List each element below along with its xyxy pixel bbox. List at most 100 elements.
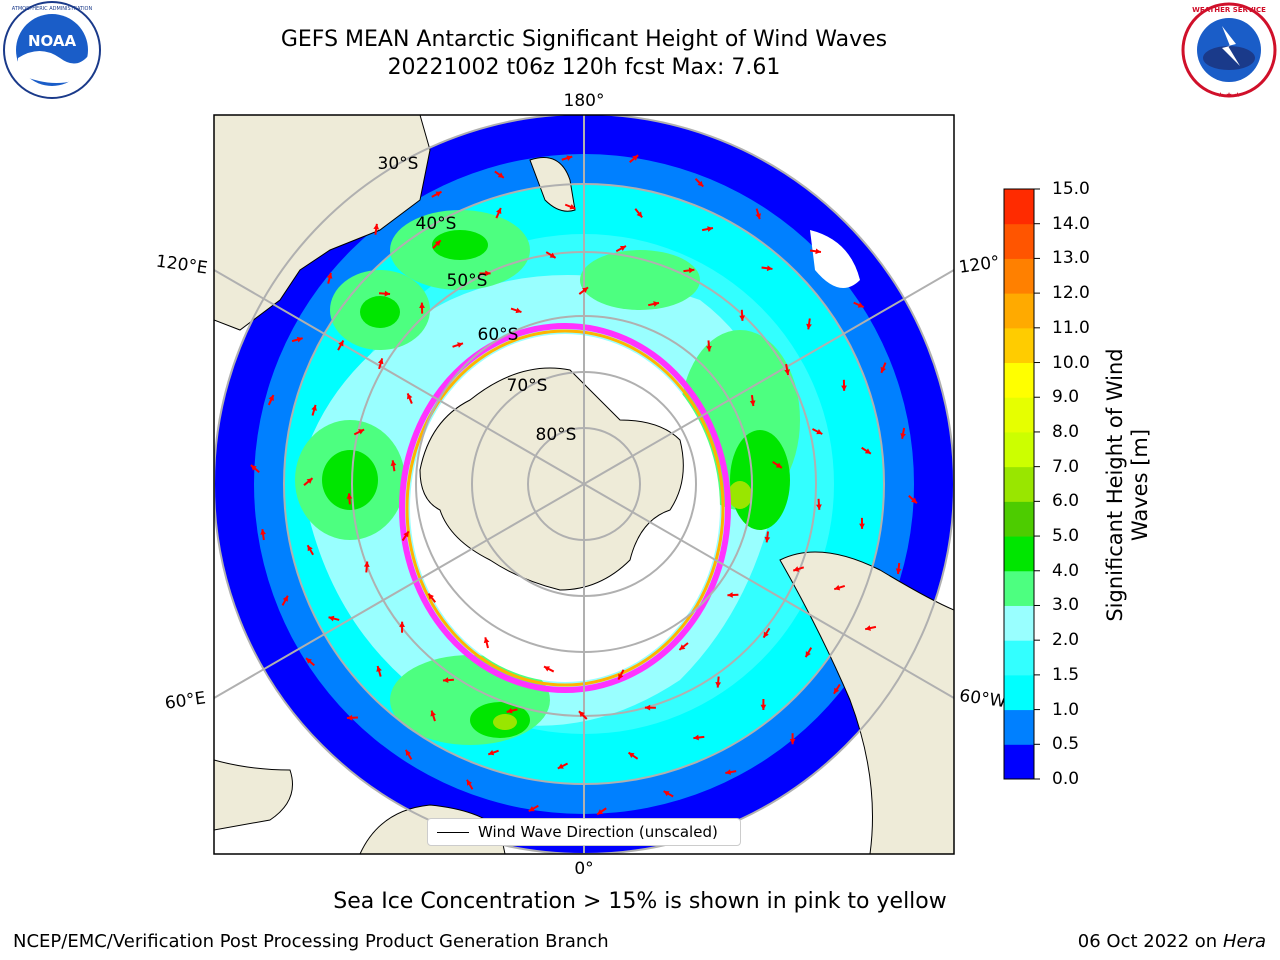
wave-arrow-head — [373, 223, 380, 230]
wave-arrow-head — [833, 687, 840, 694]
wave-arrow-head — [693, 734, 699, 741]
wave-arrow-head — [363, 561, 370, 567]
wave-arrow-head — [250, 465, 257, 471]
wave-arrow-head — [805, 651, 811, 658]
wave-arrow-head — [697, 180, 704, 187]
colorbar-tick-label: 9.0 — [1052, 387, 1080, 408]
wave-arrow-head — [865, 625, 871, 631]
wave-arrow-head — [784, 369, 790, 375]
wave-arrow-head — [766, 265, 773, 272]
footer-host: Hera — [1222, 931, 1266, 952]
wave-arrow-head — [707, 226, 713, 232]
wave-arrow-head — [715, 682, 722, 688]
wave-arrow-head — [328, 615, 335, 622]
wave-arrow-head — [497, 172, 504, 178]
colorbar-tick-label: 4.0 — [1052, 560, 1080, 581]
colorbar-segment — [1004, 709, 1034, 745]
wave-arrow-head — [864, 448, 871, 454]
wave-arrow-head — [619, 245, 626, 252]
wave-arrow-head — [739, 315, 746, 321]
wave-arrow-head — [815, 248, 821, 255]
lat-label-40s: 40°S — [416, 214, 457, 234]
wave-arrow-head — [549, 252, 556, 258]
wave-arrow-head — [430, 710, 436, 717]
wave-arrow-head — [566, 155, 573, 161]
colorbar-segment — [1004, 570, 1034, 606]
wave-arrow-head — [880, 366, 886, 373]
wave-arrow-head — [763, 631, 769, 638]
colorbar-segment — [1004, 189, 1034, 225]
colorbar-tick-label: 7.0 — [1052, 456, 1080, 477]
svg-text:WEATHER SERVICE: WEATHER SERVICE — [1192, 6, 1266, 14]
wave-arrow-head — [895, 568, 902, 574]
legend-line-swatch — [437, 832, 469, 833]
wave-arrow-head — [816, 504, 822, 510]
colorbar-label: Significant Height of Wind Waves [m] — [1103, 348, 1152, 622]
svg-text:ATMOSPHERIC ADMINISTRATION: ATMOSPHERIC ADMINISTRATION — [12, 6, 93, 12]
colorbar-segment — [1004, 362, 1034, 398]
wave-arrow-head — [706, 345, 712, 352]
colorbar-tick-label: 12.0 — [1052, 283, 1090, 304]
lat-label-80s: 80°S — [536, 425, 577, 445]
colorbar-segment — [1004, 258, 1034, 294]
wave-arrow-head — [346, 714, 353, 721]
wave-arrow-head — [428, 593, 434, 600]
footer-date: 06 Oct 2022 on Hera — [1078, 931, 1266, 952]
colorbar-segment — [1004, 327, 1034, 364]
wave-arrow-head — [488, 749, 495, 756]
wave-arrow-head — [900, 433, 906, 439]
lat-label-70s: 70°S — [507, 376, 548, 396]
wave-arrow-head — [628, 752, 635, 758]
lon-label-120e: 120°E — [155, 252, 209, 279]
nws-logo: WEATHER SERVICE ★ ★ ★ — [1181, 2, 1277, 99]
wave-arrow-head — [841, 385, 847, 391]
colorbar-segment — [1004, 431, 1034, 468]
colorbar — [1003, 188, 1040, 780]
colorbar-segment — [1004, 605, 1034, 641]
wave-arrow-head — [727, 592, 733, 598]
wave-arrow-head — [632, 155, 639, 161]
wave-arrow-head — [688, 267, 695, 274]
wave-arrow-head — [857, 302, 864, 308]
wave-arrow-head — [582, 287, 589, 293]
wave-arrow-head — [326, 272, 333, 279]
svg-text:NOAA: NOAA — [28, 32, 77, 50]
colorbar-segment — [1004, 466, 1034, 502]
wave-arrow-head — [557, 763, 564, 769]
colorbar-segment — [1004, 223, 1034, 259]
lon-label-120w: 120° — [958, 252, 1001, 278]
lat-label-50s: 50°S — [447, 271, 488, 291]
wave-arrow-head — [407, 393, 413, 400]
wave-arrow-head — [434, 240, 441, 247]
footer-credit: NCEP/EMC/Verification Post Processing Pr… — [13, 931, 609, 952]
wave-arrow-head — [466, 779, 473, 786]
wave-arrow-head — [442, 677, 449, 683]
wave-arrow-head — [311, 404, 317, 411]
wave-arrow-head — [483, 637, 490, 644]
wave-arrow-head — [399, 621, 405, 627]
wave-arrow-head — [496, 208, 502, 215]
wave-arrow-head — [578, 711, 585, 717]
colorbar-tick-label: 5.0 — [1052, 526, 1080, 547]
lat-label-60s: 60°S — [478, 325, 519, 345]
colorbar-border — [1003, 188, 1035, 780]
colorbar-tick-label: 3.0 — [1052, 595, 1080, 616]
wave-arrow-head — [376, 665, 382, 672]
wave-arrow-head — [338, 340, 344, 347]
wave-arrow-head — [859, 523, 865, 529]
wave-arrow-head — [358, 429, 365, 435]
wave-arrow-head — [506, 707, 513, 714]
wave-arrow-head — [760, 704, 767, 710]
lat-label-30s: 30°S — [378, 154, 419, 174]
wave-arrow-head — [663, 791, 670, 797]
wave-arrow-head — [749, 400, 756, 407]
wave-arrow-head — [653, 301, 659, 307]
wave-arrow-head — [457, 342, 464, 348]
wave-arrow-head — [296, 336, 303, 343]
wave-arrow-head — [636, 211, 643, 218]
chart-title: GEFS MEAN Antarctic Significant Height o… — [280, 27, 888, 52]
wave-arrow-head — [618, 673, 624, 680]
wave-arrow-head — [384, 290, 391, 297]
wave-arrow-head — [405, 749, 411, 756]
wave-arrow-head — [306, 658, 312, 664]
